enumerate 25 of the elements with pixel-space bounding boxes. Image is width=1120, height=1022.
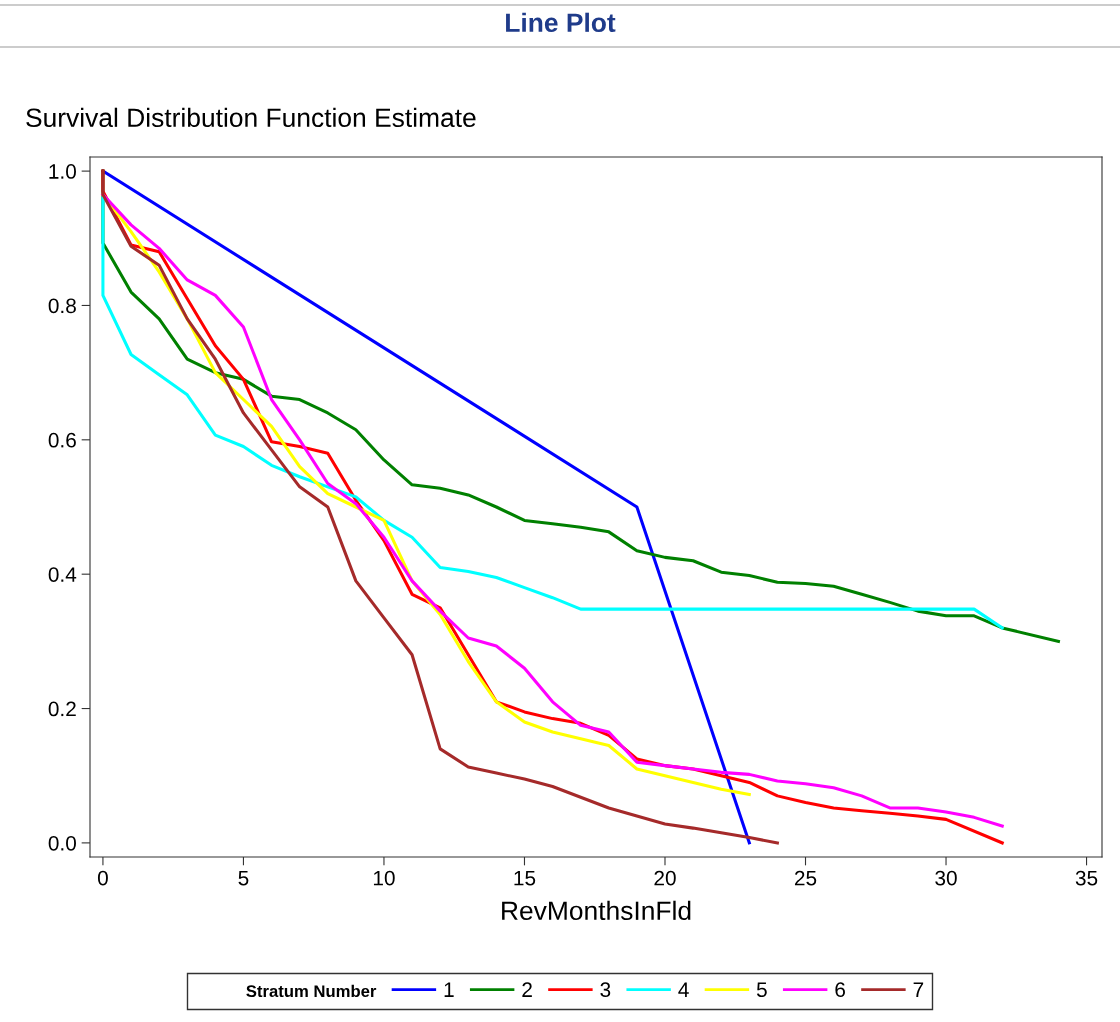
legend-label: 6 bbox=[835, 982, 845, 998]
x-tick-label: 15 bbox=[514, 870, 536, 886]
y-tick-label: 1.0 bbox=[49, 164, 76, 179]
legend-title: Stratum Number bbox=[246, 984, 377, 998]
x-tick-label: 25 bbox=[794, 870, 817, 886]
y-tick-label: 0.8 bbox=[48, 298, 76, 314]
x-tick-label: 35 bbox=[1075, 870, 1098, 886]
y-tick-label: 0.4 bbox=[48, 567, 77, 582]
x-tick-label: 0 bbox=[97, 870, 108, 886]
x-axis-title: RevMonthsInFld bbox=[502, 900, 691, 921]
x-tick-label: 20 bbox=[654, 870, 676, 886]
legend-label: 2 bbox=[522, 982, 532, 997]
y-tick-label: 0.6 bbox=[48, 432, 76, 448]
y-tick-label: 0.0 bbox=[48, 835, 76, 851]
x-tick-label: 10 bbox=[373, 870, 395, 886]
legend-label: 3 bbox=[600, 982, 611, 998]
legend-label: 7 bbox=[913, 982, 924, 997]
legend-label: 5 bbox=[756, 982, 767, 998]
x-tick-label: 5 bbox=[238, 870, 249, 886]
y-tick-label: 0.2 bbox=[48, 701, 76, 717]
legend-label: 4 bbox=[678, 982, 689, 997]
chart-subtitle: Survival Distribution Function Estimate bbox=[26, 107, 476, 128]
legend-label: 1 bbox=[444, 982, 454, 997]
chart-title: Line Plot bbox=[506, 12, 616, 33]
x-tick-label: 30 bbox=[935, 870, 957, 886]
